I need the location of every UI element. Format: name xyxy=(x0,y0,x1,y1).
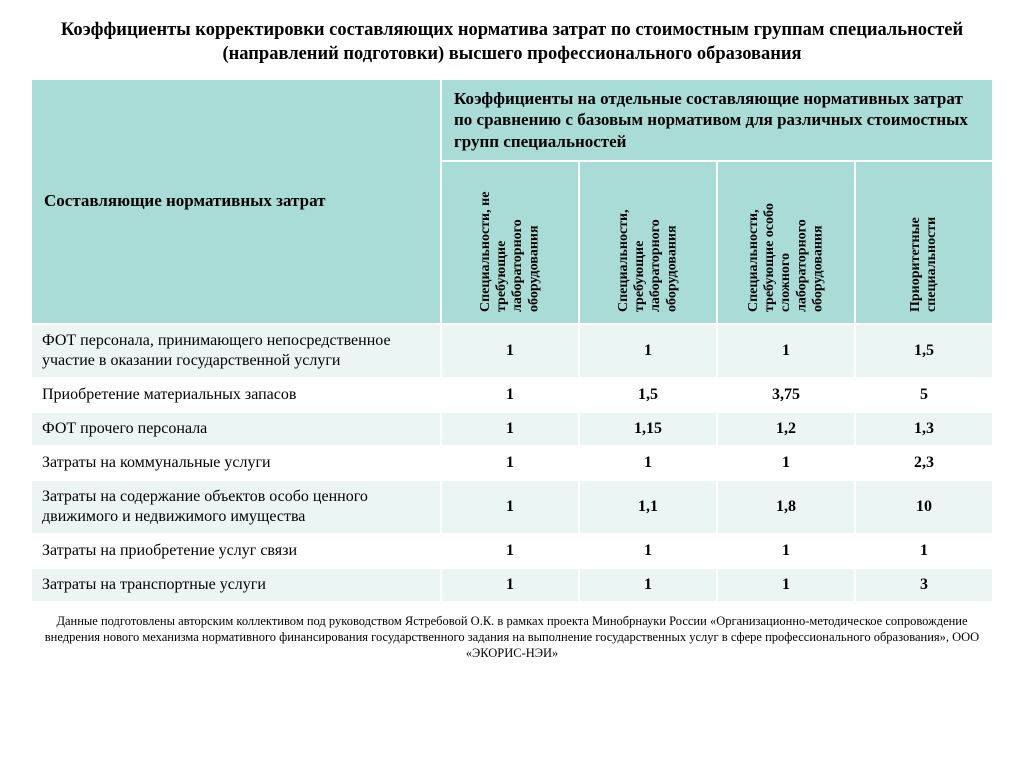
cell: 1 xyxy=(579,534,717,568)
cell: 1 xyxy=(441,480,579,534)
cell: 1,5 xyxy=(855,324,993,378)
row-label: Затраты на транспортные услуги xyxy=(31,568,441,602)
col-head-3: Приоритетные специальности xyxy=(855,161,993,324)
page-title: Коэффициенты корректировки составляющих … xyxy=(30,18,994,66)
table-row: ФОТ прочего персонала 1 1,15 1,2 1,3 xyxy=(31,412,993,446)
table-row: Затраты на содержание объектов особо цен… xyxy=(31,480,993,534)
table-row: Приобретение материальных запасов 1 1,5 … xyxy=(31,378,993,412)
cell: 3 xyxy=(855,568,993,602)
col-head-0-text: Специальности, не требующие лабораторног… xyxy=(478,168,542,312)
cell: 1 xyxy=(441,534,579,568)
header-top: Коэффициенты на отдельные составляющие н… xyxy=(441,79,993,161)
row-label: ФОТ прочего персонала xyxy=(31,412,441,446)
table-row: Затраты на приобретение услуг связи 1 1 … xyxy=(31,534,993,568)
table-row: Затраты на транспортные услуги 1 1 1 3 xyxy=(31,568,993,602)
row-label: Затраты на содержание объектов особо цен… xyxy=(31,480,441,534)
cell: 1 xyxy=(441,378,579,412)
col-head-0: Специальности, не требующие лабораторног… xyxy=(441,161,579,324)
cell: 1,8 xyxy=(717,480,855,534)
cell: 1,3 xyxy=(855,412,993,446)
coefficients-table: Составляющие нормативных затрат Коэффици… xyxy=(30,78,994,603)
footnote: Данные подготовлены авторским коллективо… xyxy=(30,613,994,662)
col-head-2: Специальности, требующие особо сложного … xyxy=(717,161,855,324)
cell: 1 xyxy=(441,568,579,602)
cell: 1 xyxy=(717,568,855,602)
cell: 1 xyxy=(579,446,717,480)
header-left: Составляющие нормативных затрат xyxy=(31,79,441,324)
col-head-3-text: Приоритетные специальности xyxy=(908,168,940,312)
cell: 1,1 xyxy=(579,480,717,534)
cell: 1 xyxy=(579,568,717,602)
cell: 1,5 xyxy=(579,378,717,412)
row-label: ФОТ персонала, принимающего непосредстве… xyxy=(31,324,441,378)
cell: 1,15 xyxy=(579,412,717,446)
cell: 5 xyxy=(855,378,993,412)
cell: 2,3 xyxy=(855,446,993,480)
row-label: Затраты на коммунальные услуги xyxy=(31,446,441,480)
cell: 1 xyxy=(717,324,855,378)
cell: 1,2 xyxy=(717,412,855,446)
table-row: ФОТ персонала, принимающего непосредстве… xyxy=(31,324,993,378)
cell: 10 xyxy=(855,480,993,534)
col-head-1: Специальности, требующие лабораторного о… xyxy=(579,161,717,324)
cell: 1 xyxy=(717,446,855,480)
col-head-2-text: Специальности, требующие особо сложного … xyxy=(746,168,826,312)
cell: 1 xyxy=(441,446,579,480)
cell: 1 xyxy=(579,324,717,378)
row-label: Приобретение материальных запасов xyxy=(31,378,441,412)
col-head-1-text: Специальности, требующие лабораторного о… xyxy=(616,168,680,312)
cell: 1 xyxy=(441,412,579,446)
row-label: Затраты на приобретение услуг связи xyxy=(31,534,441,568)
cell: 1 xyxy=(441,324,579,378)
table-row: Затраты на коммунальные услуги 1 1 1 2,3 xyxy=(31,446,993,480)
cell: 1 xyxy=(855,534,993,568)
cell: 1 xyxy=(717,534,855,568)
cell: 3,75 xyxy=(717,378,855,412)
